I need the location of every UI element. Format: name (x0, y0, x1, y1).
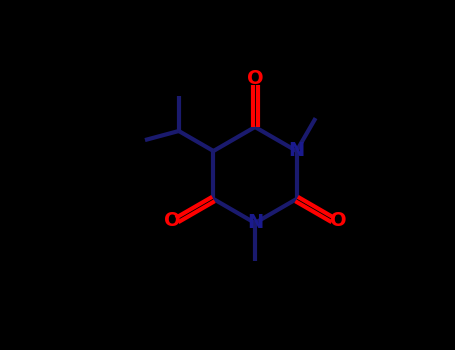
Text: N: N (247, 214, 263, 232)
Text: N: N (288, 141, 305, 161)
Text: O: O (329, 210, 346, 230)
Text: O: O (164, 210, 180, 230)
Text: O: O (247, 70, 263, 89)
